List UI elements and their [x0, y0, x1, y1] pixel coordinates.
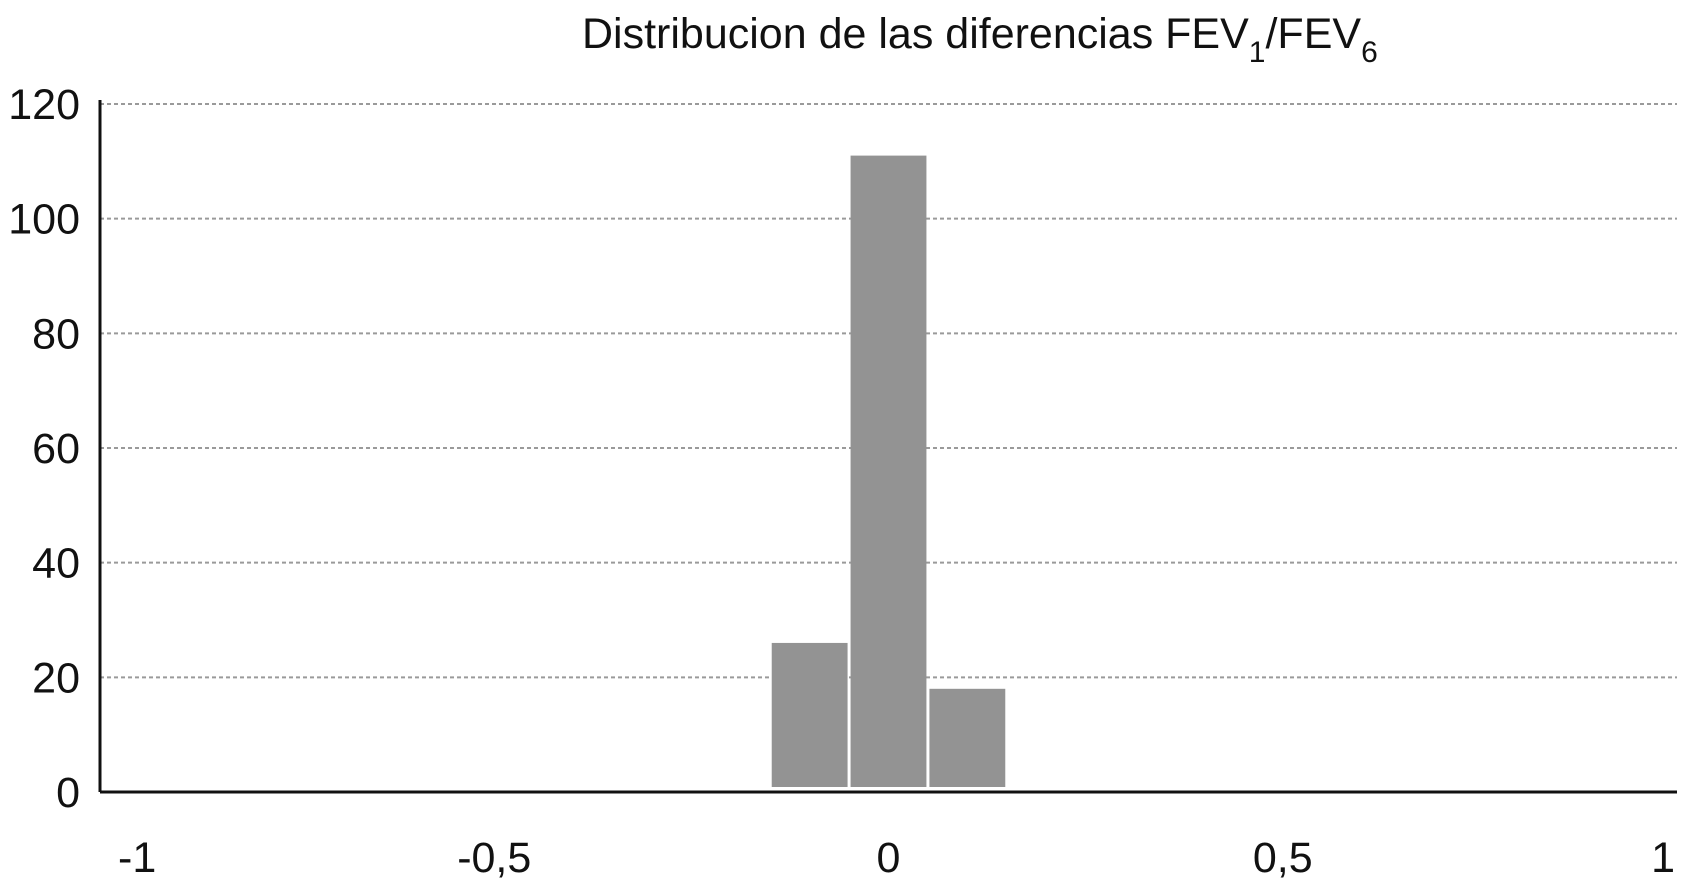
y-tick-label: 0 [56, 769, 80, 817]
chart-title-subscript-1: 1 [1249, 36, 1266, 69]
histogram-bars [771, 155, 1006, 788]
x-tick-label: -1 [118, 834, 156, 882]
grid-lines [100, 103, 1677, 679]
y-tick-label: 100 [8, 196, 80, 244]
histogram-bar-3 [929, 688, 1006, 787]
chart-title-middle: /FEV [1265, 10, 1361, 58]
y-tick-label: 60 [32, 425, 80, 473]
chart-title-prefix: Distribucion de las diferencias FEV [582, 10, 1249, 58]
x-tick-label: -0,5 [457, 834, 531, 882]
axes [98, 100, 1677, 794]
x-tick-label: 0,5 [1253, 834, 1313, 882]
y-tick-labels: 0 20 40 60 80 100 120 [8, 81, 80, 817]
y-tick-label: 20 [32, 654, 80, 702]
histogram-bar-1 [771, 642, 848, 787]
y-tick-label: 80 [32, 310, 80, 358]
x-tick-label: 1 [1651, 834, 1675, 882]
y-tick-label: 40 [32, 540, 80, 588]
chart-title: Distribucion de las diferencias FEV1/FEV… [582, 10, 1378, 69]
x-tick-label: 0 [877, 834, 901, 882]
histogram-bar-2 [850, 155, 927, 788]
chart-title-subscript-2: 6 [1361, 36, 1378, 69]
x-tick-labels: -1 -0,5 0 0,5 1 [118, 834, 1675, 882]
y-tick-label: 120 [8, 81, 80, 129]
